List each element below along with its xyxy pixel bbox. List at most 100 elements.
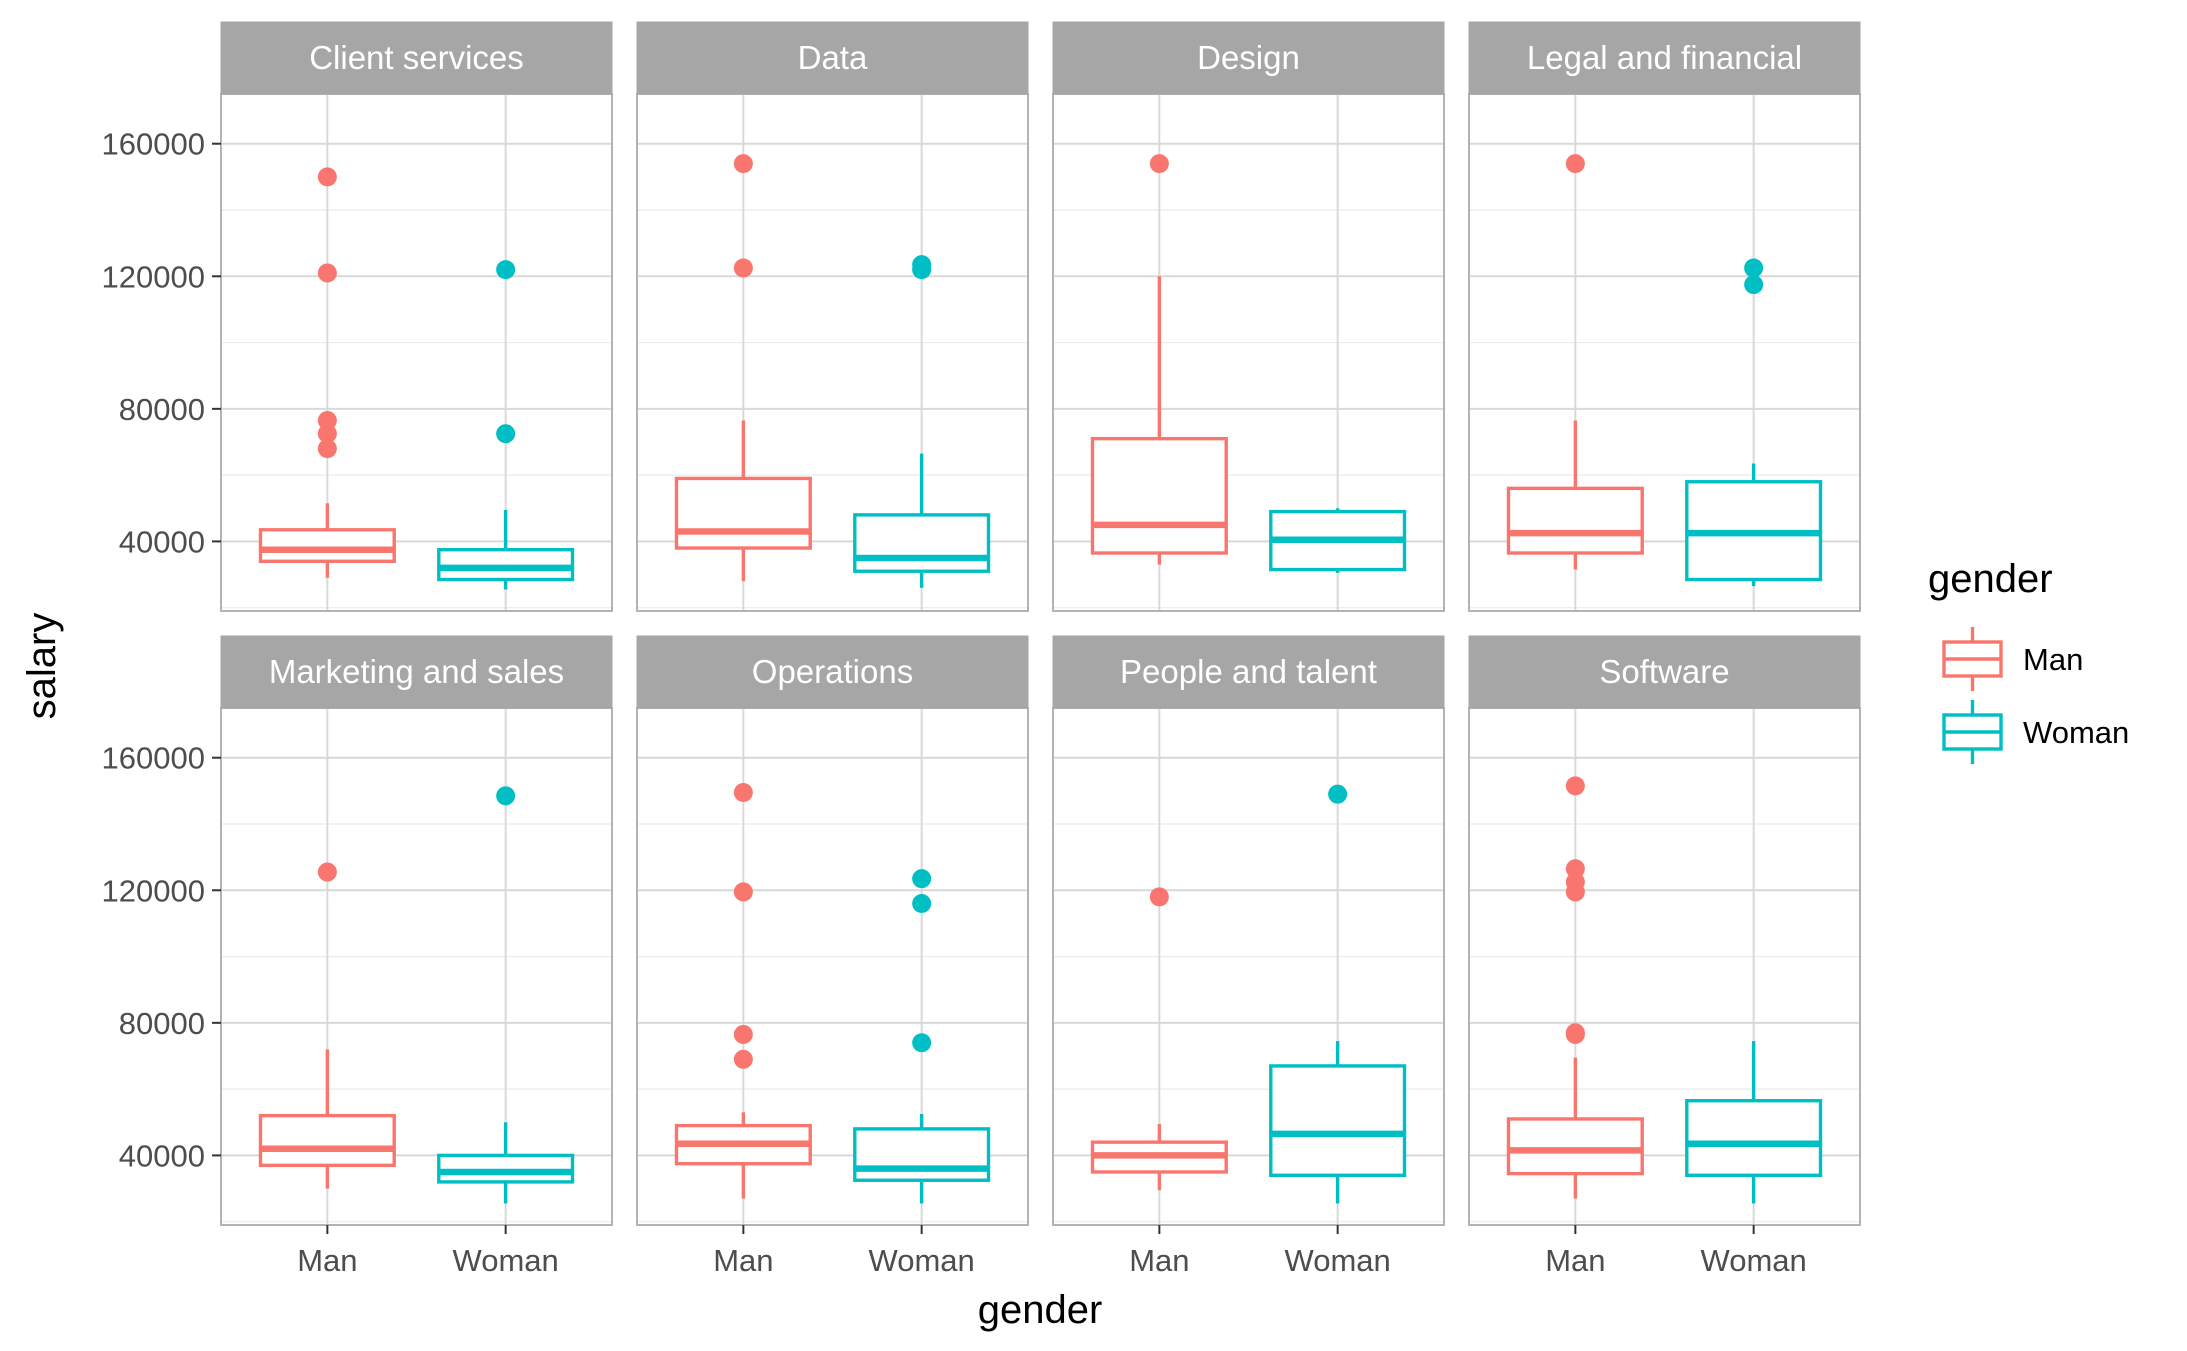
outlier-point xyxy=(1149,887,1169,907)
y-tick-label: 80000 xyxy=(119,1006,205,1041)
iqr-box xyxy=(437,547,575,582)
facet-panel: Client services xyxy=(220,21,613,612)
box-man xyxy=(1506,154,1644,570)
outlier-point xyxy=(1744,258,1764,278)
x-tick-label: Man xyxy=(713,1243,773,1278)
box-woman xyxy=(853,255,991,588)
facet-strip-label: Legal and financial xyxy=(1527,39,1802,76)
outlier-point xyxy=(1149,154,1169,174)
outlier-point xyxy=(317,424,337,444)
y-tick-label: 160000 xyxy=(102,741,205,776)
x-tick-label: Woman xyxy=(453,1243,559,1278)
box-man xyxy=(258,862,396,1189)
facet-strip xyxy=(1052,635,1445,709)
iqr-box xyxy=(853,513,991,573)
facet-panel: Marketing and sales xyxy=(220,635,613,1226)
box-woman xyxy=(1685,258,1823,587)
facet-strip-label: People and talent xyxy=(1120,653,1377,690)
outlier-point xyxy=(496,786,516,806)
legend-title: gender xyxy=(1928,557,2053,601)
iqr-box xyxy=(853,1127,991,1182)
y-tick-label: 80000 xyxy=(119,392,205,427)
facet-panel: Data xyxy=(636,21,1029,612)
legend-label: Woman xyxy=(2023,715,2129,750)
x-axes: Man Woman Man Woman Man Woman Man Woman xyxy=(297,1225,1807,1278)
x-tick-label: Woman xyxy=(1701,1243,1807,1278)
panel-background xyxy=(221,94,612,611)
iqr-box xyxy=(1090,436,1228,555)
legend-label: Man xyxy=(2023,642,2083,677)
facet-strip xyxy=(1052,21,1445,95)
outlier-point xyxy=(733,882,753,902)
box-man xyxy=(1506,776,1644,1199)
x-tick-label: Man xyxy=(1545,1243,1605,1278)
box-man xyxy=(1090,154,1228,565)
y-tick-label: 120000 xyxy=(102,259,205,294)
outlier-point xyxy=(317,167,337,187)
legend: gender Man Woman xyxy=(1928,557,2129,764)
facet-panel: Design xyxy=(1052,21,1445,612)
y-tick-label: 160000 xyxy=(102,127,205,162)
outlier-point xyxy=(912,1033,932,1053)
box-man xyxy=(258,167,396,578)
box-woman xyxy=(1685,1041,1823,1204)
facet-panels: Client services Data Design Legal and finan… xyxy=(220,21,1861,1226)
box-woman xyxy=(437,786,575,1204)
outlier-point xyxy=(912,894,932,914)
outlier-point xyxy=(1565,1024,1585,1044)
iqr-box xyxy=(1685,1099,1823,1177)
facet-strip xyxy=(220,21,613,95)
outlier-point xyxy=(1565,776,1585,796)
outlier-point xyxy=(733,258,753,278)
outlier-point xyxy=(1744,275,1764,295)
y-axis-title: salary xyxy=(20,613,64,720)
facet-panel: Legal and financial xyxy=(1468,21,1861,612)
outlier-point xyxy=(496,260,516,280)
x-tick-label: Woman xyxy=(869,1243,975,1278)
facet-strip xyxy=(636,21,1029,95)
box-man xyxy=(1090,887,1228,1191)
outlier-point xyxy=(1565,154,1585,174)
legend-key-man xyxy=(1942,627,2003,691)
outlier-point xyxy=(496,424,516,444)
iqr-box xyxy=(674,476,812,550)
y-tick-label: 40000 xyxy=(119,1138,205,1173)
outlier-point xyxy=(1565,859,1585,879)
box-woman xyxy=(1269,508,1407,573)
iqr-box xyxy=(258,528,396,563)
facet-strip xyxy=(1468,635,1861,709)
outlier-point xyxy=(733,783,753,803)
facet-panel: People and talent xyxy=(1052,635,1445,1226)
facet-strip xyxy=(220,635,613,709)
outlier-point xyxy=(317,410,337,430)
box-man xyxy=(674,154,812,582)
x-tick-label: Woman xyxy=(1285,1243,1391,1278)
y-tick-label: 40000 xyxy=(119,524,205,559)
box-woman xyxy=(437,260,575,590)
facet-strip-label: Operations xyxy=(752,653,913,690)
outlier-point xyxy=(317,439,337,459)
box-woman xyxy=(1269,784,1407,1204)
facet-panel: Operations xyxy=(636,635,1029,1226)
iqr-box xyxy=(437,1153,575,1184)
outlier-point xyxy=(912,869,932,889)
outlier-point xyxy=(317,862,337,882)
facet-panel: Software xyxy=(1468,635,1861,1226)
outlier-point xyxy=(733,1049,753,1069)
iqr-box xyxy=(1506,1117,1644,1176)
box-woman xyxy=(853,869,991,1204)
facet-strip xyxy=(636,635,1029,709)
iqr-box xyxy=(1506,486,1644,555)
facet-strip-label: Marketing and sales xyxy=(269,653,564,690)
iqr-box xyxy=(258,1113,396,1168)
outlier-point xyxy=(317,263,337,283)
outlier-point xyxy=(733,154,753,174)
outlier-point xyxy=(1565,882,1585,902)
x-tick-label: Man xyxy=(1129,1243,1189,1278)
facet-strip-label: Data xyxy=(798,39,868,76)
y-tick-label: 120000 xyxy=(102,873,205,908)
outlier-point xyxy=(1328,784,1348,804)
x-axis-title: gender xyxy=(978,1288,1103,1332)
legend-key-woman xyxy=(1942,700,2003,764)
